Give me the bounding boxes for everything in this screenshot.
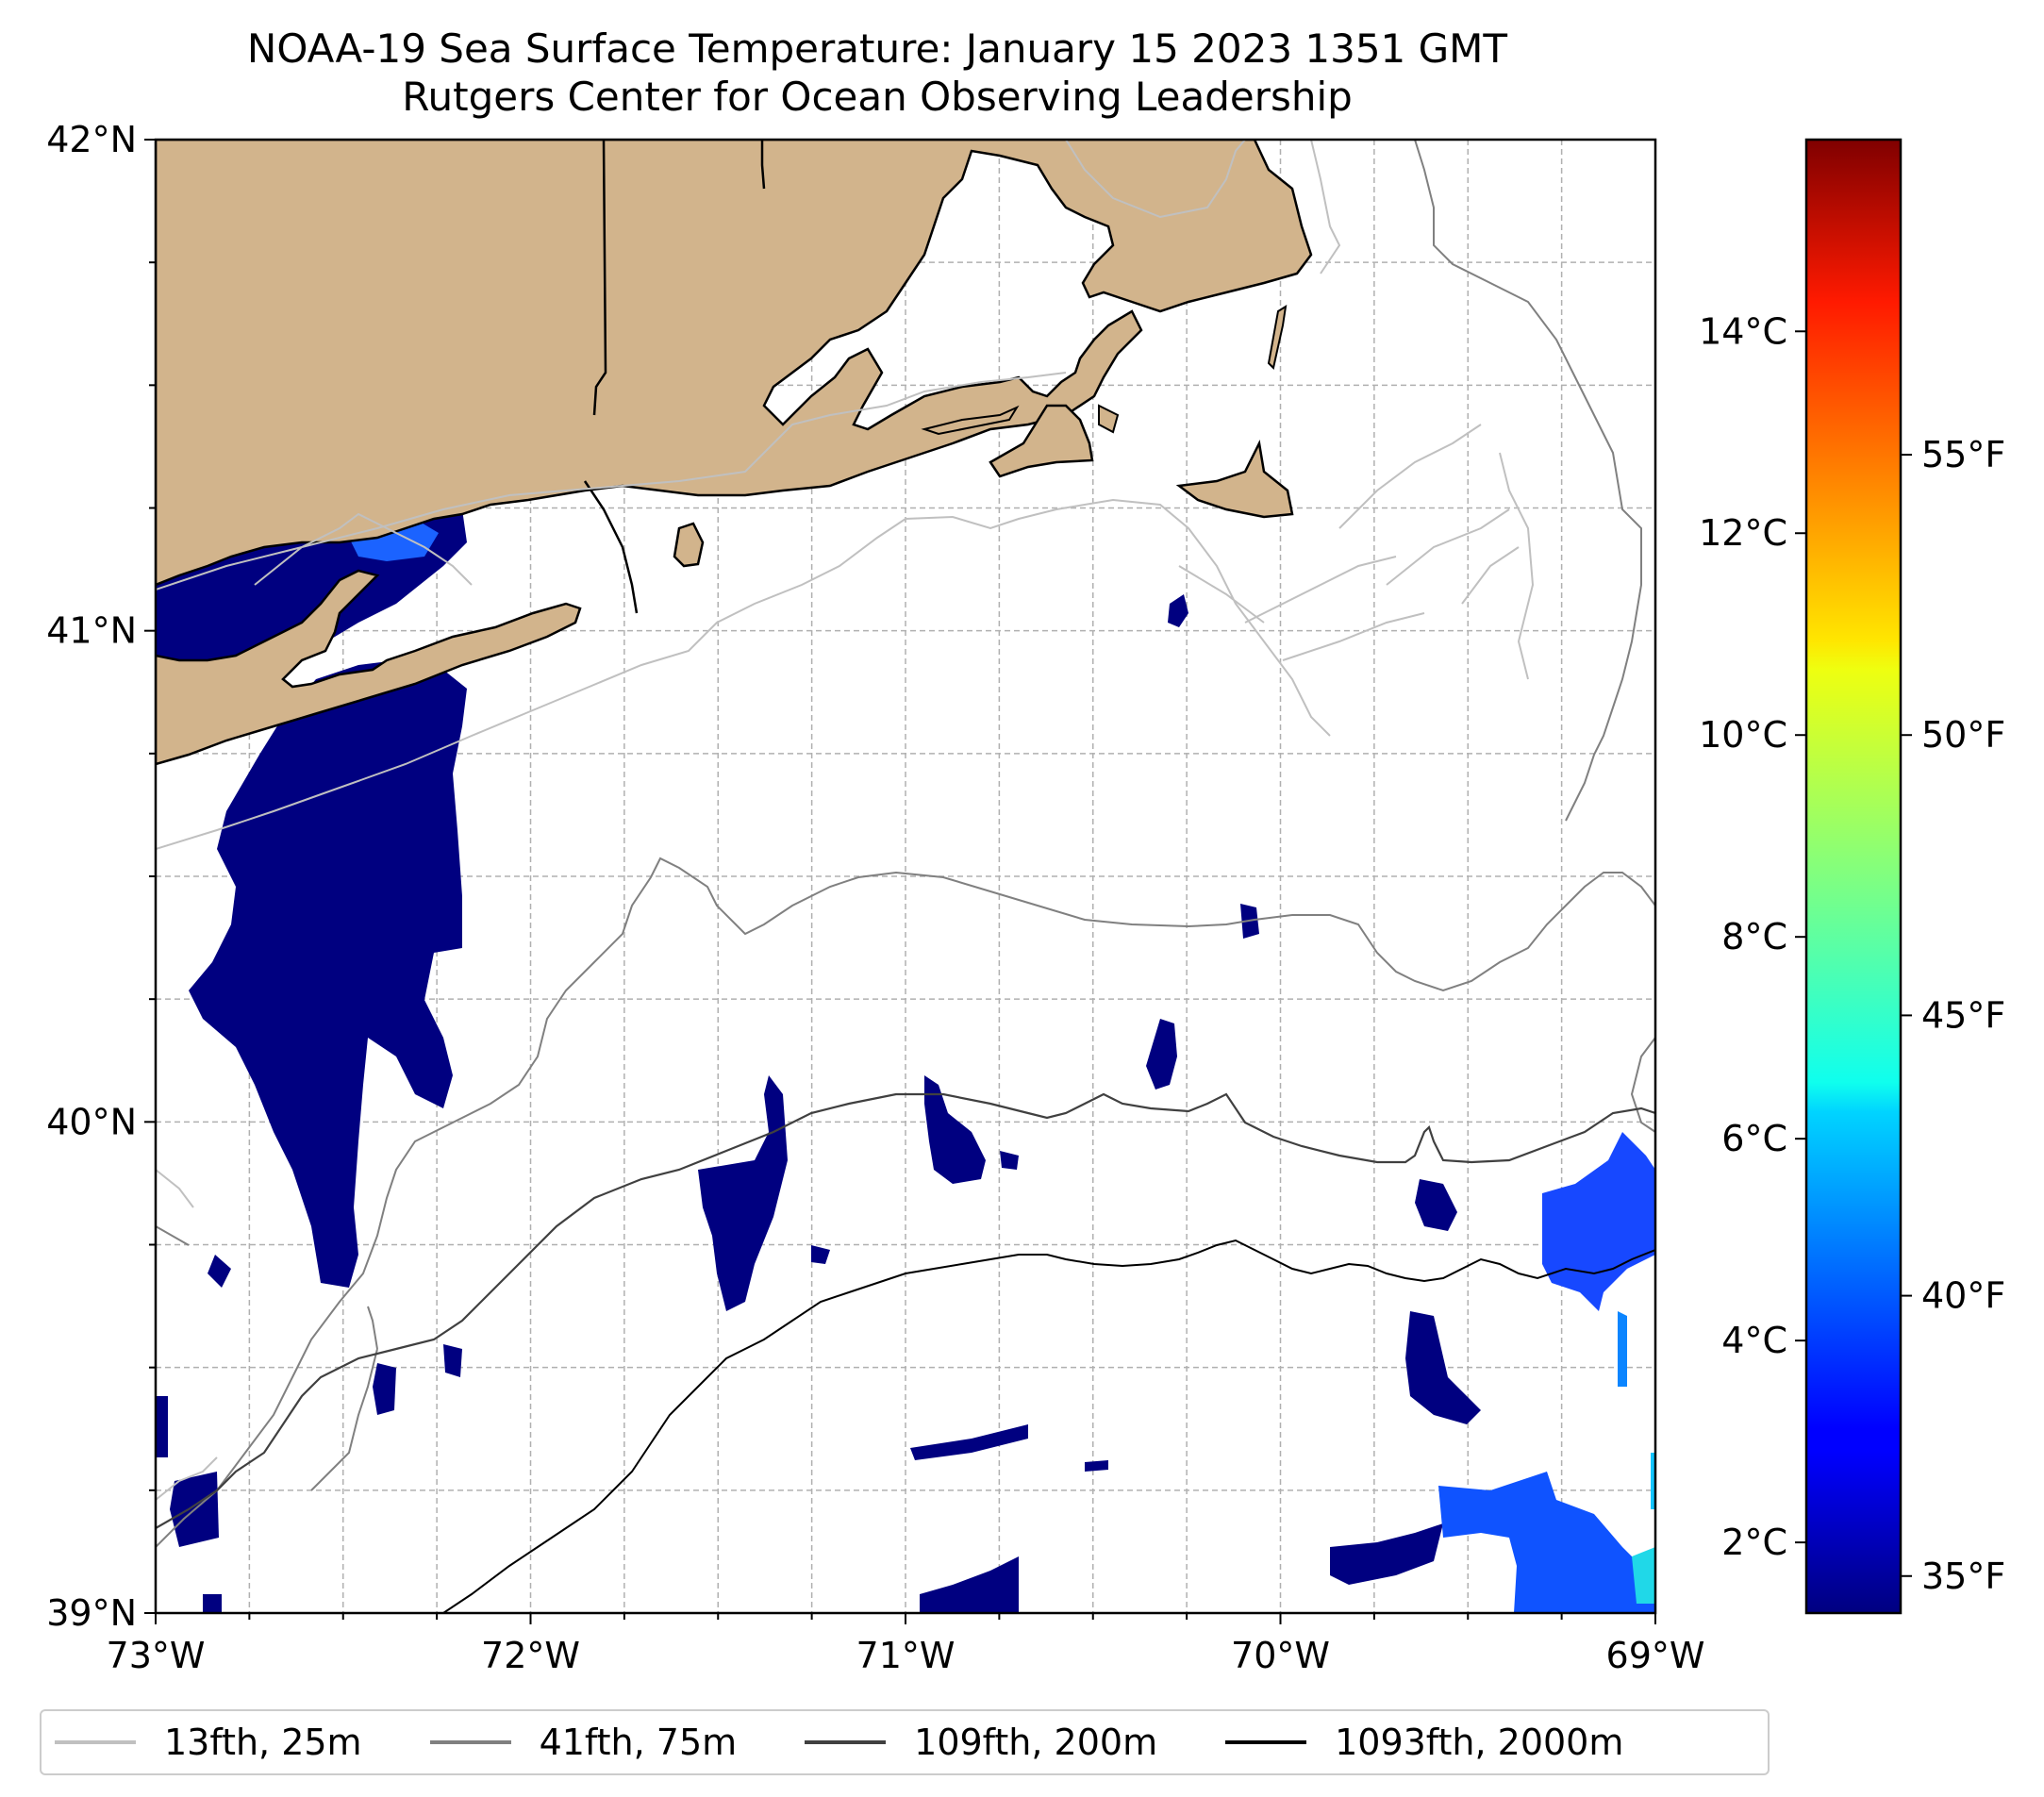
y-tick-label: 41°N [46, 610, 137, 652]
contour-2000m [442, 1239, 1655, 1613]
state-border-ny-ct [592, 140, 607, 416]
legend-line-2000m [1225, 1740, 1307, 1744]
land-nantucket [1175, 440, 1294, 519]
bathymetry-contours [156, 140, 1655, 1613]
land-elizabeth-islands [921, 405, 1020, 436]
state-border-ct-ri [760, 140, 766, 190]
land-marthas-vineyard [989, 404, 1094, 478]
legend-item-25m: 13fth, 25m [55, 1722, 362, 1763]
land-tuckernuck [1098, 404, 1120, 434]
colorbar-label-f: 40°F [1921, 1275, 2005, 1317]
colorbar-label-c: 14°C [1699, 310, 1787, 352]
contour-75m [156, 140, 1655, 1548]
colorbar-label-f: 35°F [1921, 1556, 2005, 1597]
colorbar-label-c: 10°C [1699, 714, 1787, 756]
legend-item-200m: 109fth, 200m [805, 1722, 1157, 1763]
contour-25m [156, 140, 1535, 1501]
legend-label: 13fth, 25m [164, 1722, 362, 1763]
colorbar-label-c: 4°C [1721, 1320, 1787, 1361]
legend-label: 41fth, 75m [539, 1722, 738, 1763]
x-tick-label: 69°W [1606, 1635, 1705, 1676]
legend-item-2000m: 1093fth, 2000m [1225, 1722, 1623, 1763]
y-tick-label: 39°N [46, 1592, 137, 1634]
legend-line-25m [55, 1740, 136, 1744]
legend-label: 109fth, 200m [914, 1722, 1158, 1763]
map-title: NOAA-19 Sea Surface Temperature: January… [246, 25, 1508, 72]
colorbar-label-c: 12°C [1699, 512, 1787, 554]
legend-line-200m [805, 1740, 887, 1744]
y-tick-label: 42°N [46, 119, 137, 160]
x-tick-label: 73°W [107, 1635, 206, 1676]
colorbar-label-f: 50°F [1921, 714, 2005, 756]
x-tick-label: 71°W [856, 1635, 956, 1676]
legend-label: 1093fth, 2000m [1335, 1722, 1624, 1763]
y-tick-label: 40°N [46, 1101, 137, 1142]
legend-item-75m: 41fth, 75m [429, 1722, 738, 1763]
colorbar-label-c: 6°C [1721, 1118, 1787, 1159]
map-axes: 73°W 72°W 71°W 70°W 69°W 39°N 40°N 41°N 42°N [46, 119, 1704, 1676]
x-tick-label: 72°W [481, 1635, 580, 1676]
contour-200m [156, 1092, 1655, 1529]
colorbar-label-c: 2°C [1721, 1522, 1787, 1563]
land-long-island [156, 569, 582, 766]
land-block-island [673, 522, 705, 568]
colorbar-label-f: 45°F [1921, 994, 2005, 1036]
colorbar-label-c: 8°C [1721, 916, 1787, 957]
colorbar-ticks: 2°C 4°C 6°C 8°C 10°C 12°C 14°C 35°F 40°F 45°F 50°F… [1699, 310, 2005, 1596]
state-border-ny-sound [583, 480, 639, 614]
x-tick-label: 70°W [1231, 1635, 1330, 1676]
legend-line-75m [429, 1740, 511, 1744]
colorbar [1804, 138, 1903, 1615]
colorbar-label-f: 55°F [1921, 434, 2005, 475]
map-subtitle: Rutgers Center for Ocean Observing Leade… [402, 74, 1353, 120]
contour-legend: 13fth, 25m 41fth, 75m 109fth, 200m 1093f… [40, 1709, 1770, 1775]
land-monomoy [1267, 305, 1288, 370]
